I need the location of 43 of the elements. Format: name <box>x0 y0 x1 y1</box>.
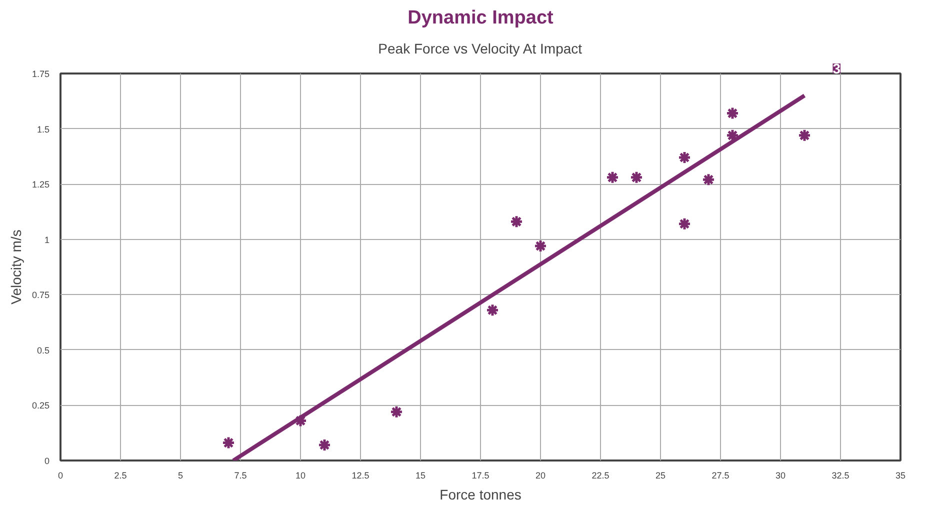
x-tick-label: 27.5 <box>712 470 730 480</box>
point <box>678 150 692 164</box>
y-tick-label: 1.25 <box>32 180 50 190</box>
y-tick-label: 0.25 <box>32 400 50 411</box>
x-tick-label: 5 <box>178 470 184 480</box>
x-tick-label: 17.5 <box>472 470 490 480</box>
annotation: 3 <box>832 60 841 76</box>
x-tick-label: 7.5 <box>234 470 247 480</box>
y-tick-label: 0.5 <box>36 345 50 356</box>
point <box>318 438 332 452</box>
y-axis-title: Velocity m/s <box>8 230 24 304</box>
point <box>606 170 620 184</box>
point <box>294 414 308 428</box>
x-tick-label: 35 <box>895 470 906 480</box>
x-tick-label: 30 <box>775 470 786 480</box>
y-tick-label: 1.75 <box>32 69 50 79</box>
chart-title: Dynamic Impact <box>408 8 554 28</box>
x-tick-label: 25 <box>655 470 666 480</box>
y-tick-label: 1 <box>44 234 50 245</box>
point <box>510 214 524 228</box>
x-axis-title: Force tonnes <box>440 486 522 502</box>
y-tick-label: 0.75 <box>32 290 50 300</box>
point <box>702 172 716 186</box>
x-tick-label: 0 <box>58 470 64 480</box>
point <box>726 106 740 120</box>
x-tick-label: 32.5 <box>832 470 850 480</box>
x-tick-label: 12.5 <box>352 470 370 480</box>
point <box>678 217 692 231</box>
x-tick-label: 22.5 <box>592 470 610 480</box>
x-tick-label: 15 <box>415 470 426 480</box>
point <box>222 436 236 450</box>
point <box>630 170 644 184</box>
x-tick-label: 2.5 <box>114 470 127 480</box>
point <box>390 405 404 419</box>
point <box>534 239 548 253</box>
y-tick-label: 1.5 <box>36 124 50 134</box>
point <box>486 303 500 317</box>
chart-subtitle: Peak Force vs Velocity At Impact <box>378 40 582 56</box>
point <box>726 128 740 142</box>
point <box>798 128 812 142</box>
x-tick-label: 10 <box>295 470 306 480</box>
y-tick-label: 0 <box>44 456 50 466</box>
x-tick-label: 20 <box>535 470 546 480</box>
